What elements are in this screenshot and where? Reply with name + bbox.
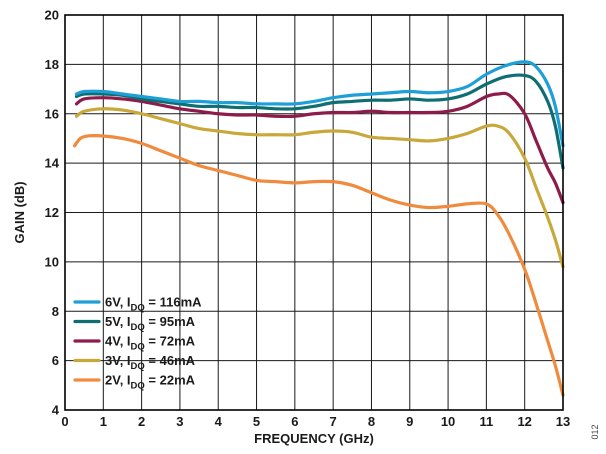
- x-tick-label: 6: [291, 414, 298, 429]
- figure-id: 012: [590, 424, 600, 439]
- x-tick-label: 12: [517, 414, 531, 429]
- series-line: [74, 60, 565, 148]
- x-tick-label: 0: [61, 414, 68, 429]
- series-line: [74, 107, 565, 269]
- y-tick-label: 18: [45, 57, 59, 72]
- legend-label: 6V, IDQ = 116mA: [105, 295, 202, 314]
- series-line: [74, 73, 565, 170]
- x-tick-label: 2: [138, 414, 145, 429]
- legend-label: 2V, IDQ = 22mA: [105, 373, 196, 392]
- x-tick-label: 11: [480, 414, 494, 429]
- y-tick-label: 14: [45, 156, 60, 171]
- x-tick-label: 8: [368, 414, 375, 429]
- x-tick-label: 4: [215, 414, 223, 429]
- y-tick-label: 16: [45, 106, 59, 121]
- y-tick-labels: 4 6 8 10 12 14 16 18 20: [45, 8, 60, 418]
- x-tick-label: 1: [100, 414, 107, 429]
- x-tick-label: 9: [406, 414, 413, 429]
- x-tick-label: 7: [330, 414, 337, 429]
- y-tick-label: 4: [52, 403, 60, 418]
- y-tick-label: 8: [52, 304, 59, 319]
- y-axis-label: GAIN (dB): [12, 181, 27, 243]
- y-tick-label: 12: [45, 205, 59, 220]
- x-tick-label: 5: [253, 414, 260, 429]
- legend-label: 4V, IDQ = 72mA: [105, 334, 196, 353]
- y-tick-label: 20: [45, 8, 59, 23]
- x-tick-labels: 0 1 2 3 4 5 6 7 8 9 10 11 12 13: [61, 414, 570, 429]
- legend-label: 3V, IDQ = 46mA: [105, 353, 196, 372]
- x-axis-label: FREQUENCY (GHz): [254, 431, 374, 446]
- x-tick-label: 13: [556, 414, 570, 429]
- x-tick-label: 10: [441, 414, 455, 429]
- x-tick-label: 3: [176, 414, 183, 429]
- series-line: [72, 134, 565, 397]
- plot-frame: [64, 14, 564, 411]
- series-line: [74, 91, 565, 205]
- y-tick-label: 10: [45, 254, 59, 269]
- legend-label: 5V, IDQ = 95mA: [105, 314, 196, 333]
- series-lines: [72, 60, 565, 397]
- y-tick-label: 6: [52, 353, 59, 368]
